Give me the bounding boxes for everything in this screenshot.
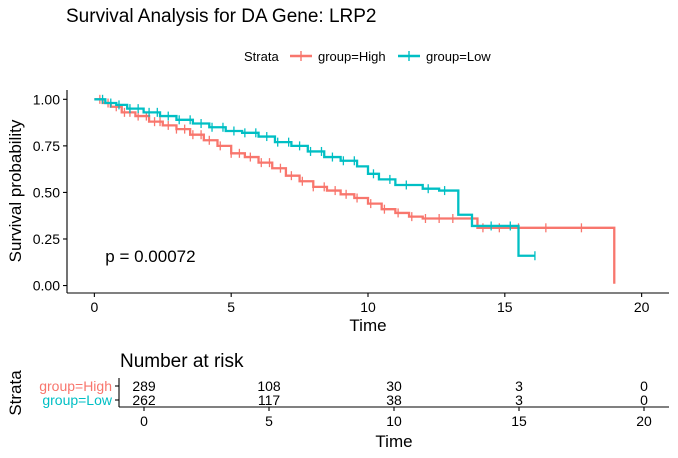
x-tick-label: 20 <box>634 299 650 315</box>
risk-x-ticks: 0 5 10 15 20 <box>140 407 652 429</box>
y-tick-label: 0.00 <box>33 278 60 294</box>
risk-x-tick-label: 15 <box>511 413 527 429</box>
risk-table-title: Number at risk <box>120 351 244 372</box>
survival-plot: 0.00 0.25 0.50 0.75 1.00 0 5 10 15 20 p = 0.0007… <box>6 90 669 335</box>
x-tick-label: 15 <box>497 299 513 315</box>
x-ticks: 0 5 10 15 20 <box>90 293 650 315</box>
legend: Strata group=High group=Low <box>244 49 491 64</box>
y-tick-label: 0.25 <box>33 231 60 247</box>
x-tick-label: 10 <box>360 299 376 315</box>
risk-cell: 0 <box>640 392 648 408</box>
chart-title: Survival Analysis for DA Gene: LRP2 <box>66 6 376 27</box>
survival-curves <box>94 94 616 284</box>
risk-row-label: group=Low <box>42 392 113 408</box>
y-tick-label: 1.00 <box>33 91 60 107</box>
risk-x-axis-label: Time <box>375 432 412 451</box>
risk-cell: 108 <box>257 378 281 394</box>
km-curve-high <box>94 98 616 284</box>
risk-row-label: group=High <box>39 378 112 394</box>
x-tick-label: 5 <box>227 299 235 315</box>
km-curve-low <box>94 98 535 257</box>
risk-y-axis-label: Strata <box>6 370 25 416</box>
risk-x-tick-label: 5 <box>265 413 273 429</box>
risk-cell: 117 <box>258 392 281 408</box>
legend-label-low: group=Low <box>426 49 491 64</box>
risk-cell: 3 <box>515 378 523 394</box>
risk-cell: 38 <box>386 392 402 408</box>
legend-title: Strata <box>244 49 279 64</box>
legend-label-high: group=High <box>318 49 386 64</box>
legend-item-high: group=High <box>290 49 386 64</box>
y-axis-label: Survival probability <box>6 119 25 262</box>
risk-cell: 0 <box>640 378 648 394</box>
y-tick-label: 0.50 <box>33 184 60 200</box>
risk-x-tick-label: 10 <box>386 413 402 429</box>
risk-cell: 3 <box>515 392 523 408</box>
risk-cell: 289 <box>132 378 156 394</box>
y-tick-label: 0.75 <box>33 138 60 154</box>
x-tick-label: 0 <box>90 299 98 315</box>
risk-x-tick-label: 0 <box>140 413 148 429</box>
legend-item-low: group=Low <box>398 49 491 64</box>
risk-cell: 30 <box>386 378 402 394</box>
x-axis-label: Time <box>349 316 386 335</box>
risk-cell: 262 <box>132 392 156 408</box>
risk-x-tick-label: 20 <box>636 413 652 429</box>
p-value-annotation: p = 0.00072 <box>105 247 195 266</box>
y-ticks: 0.00 0.25 0.50 0.75 1.00 <box>33 91 67 294</box>
